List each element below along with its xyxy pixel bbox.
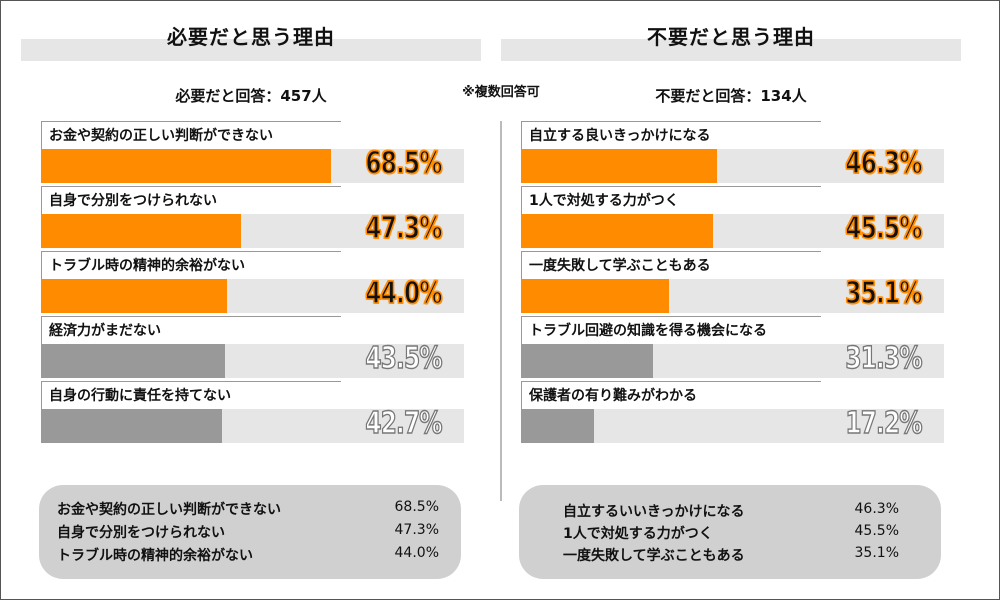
- bar-item: 自身で分別をつけられない 47.3%: [41, 186, 464, 248]
- bar-value-label: 43.5%: [365, 340, 443, 376]
- bar-item: 経済力がまだない 43.5%: [41, 316, 464, 378]
- summary-value: 46.3%: [854, 501, 899, 517]
- bar-item: 自身の行動に責任を持てない 42.7%: [41, 381, 464, 443]
- bar-track: [41, 409, 464, 443]
- multiple-answers-note: ※複数回答可: [462, 85, 540, 100]
- summary-label: 自身で分別をつけられない: [57, 525, 225, 541]
- bar: [41, 279, 228, 313]
- bar-category-label: 自身で分別をつけられない: [41, 186, 341, 214]
- bar-track: [521, 214, 944, 248]
- summary-value: 45.5%: [854, 523, 899, 539]
- summary-value: 68.5%: [394, 499, 439, 515]
- bar-item: お金や契約の正しい判断ができない 68.5%: [41, 121, 464, 183]
- bar-value-label: 47.3%: [365, 210, 443, 247]
- summary-row: トラブル時の精神的余裕がない 44.0%: [39, 545, 461, 565]
- bar-category-label: 経済力がまだない: [41, 316, 341, 344]
- bar-category-label: トラブル回避の知識を得る機会になる: [521, 316, 821, 344]
- bar: [41, 214, 242, 248]
- summary-row: 一度失敗して学ぶこともある 35.1%: [519, 545, 941, 565]
- bar-item: トラブル時の精神的余裕がない 44.0%: [41, 251, 464, 313]
- summary-value: 44.0%: [394, 545, 439, 561]
- title-bar: [501, 39, 961, 61]
- respondent-count: 不要だと回答：134人: [655, 87, 807, 105]
- bar-value-label: 45.5%: [845, 210, 923, 247]
- summary-value: 35.1%: [854, 545, 899, 561]
- respondent-count: 必要だと回答：457人: [175, 87, 327, 105]
- bar-track: [41, 279, 464, 313]
- bar: [41, 409, 222, 443]
- bar-value-label: 44.0%: [365, 275, 443, 312]
- bar-value-label: 46.3%: [845, 145, 923, 182]
- bar-category-label: 自立する良いきっかけになる: [521, 121, 821, 149]
- bar-item: 一度失敗して学ぶこともある 35.1%: [521, 251, 944, 313]
- summary-value: 47.3%: [394, 522, 439, 538]
- chart-title: 必要だと思う理由: [167, 25, 335, 49]
- title-bar: [21, 39, 481, 61]
- bar-item: トラブル回避の知識を得る機会になる 31.3%: [521, 316, 944, 378]
- bar-category-label: 保護者の有り難みがわかる: [521, 381, 821, 409]
- bar-category-label: お金や契約の正しい判断ができない: [41, 121, 341, 149]
- summary-row: お金や契約の正しい判断ができない 68.5%: [39, 499, 461, 519]
- bar-value-label: 31.3%: [845, 340, 923, 376]
- bar-track: [521, 344, 944, 378]
- summary-box: お金や契約の正しい判断ができない 68.5% 自身で分別をつけられない 47.3…: [39, 485, 461, 579]
- bar: [521, 214, 714, 248]
- bar-track: [41, 214, 464, 248]
- bar-category-label: 自身の行動に責任を持てない: [41, 381, 341, 409]
- bar: [41, 344, 225, 378]
- summary-label: 自立するいいきっかけになる: [563, 504, 745, 520]
- bar: [521, 344, 654, 378]
- necessary-reasons-panel: 必要だと思う理由 必要だと回答：457人 お金や契約の正しい判断ができない 68.…: [21, 1, 481, 599]
- summary-row: 1人で対処する力がつく 45.5%: [519, 523, 941, 543]
- bar-value-label: 35.1%: [845, 275, 923, 312]
- summary-label: トラブル時の精神的余裕がない: [57, 548, 253, 564]
- summary-row: 自身で分別をつけられない 47.3%: [39, 522, 461, 542]
- bar-track: [521, 279, 944, 313]
- center-divider: [500, 121, 502, 501]
- bar-value-label: 17.2%: [845, 405, 923, 441]
- bar-item: 保護者の有り難みがわかる 17.2%: [521, 381, 944, 443]
- bar: [521, 279, 670, 313]
- bar-track: [521, 409, 944, 443]
- bar-value-label: 42.7%: [365, 405, 443, 441]
- chart-title: 不要だと思う理由: [647, 25, 815, 49]
- summary-label: 一度失敗して学ぶこともある: [563, 548, 745, 564]
- summary-row: 自立するいいきっかけになる 46.3%: [519, 501, 941, 521]
- bar-track: [41, 344, 464, 378]
- bar-track: [41, 149, 464, 183]
- summary-box: 自立するいいきっかけになる 46.3% 1人で対処する力がつく 45.5% 一度…: [519, 485, 941, 579]
- summary-label: お金や契約の正しい判断ができない: [57, 502, 281, 518]
- bar-value-label: 68.5%: [365, 145, 443, 182]
- summary-label: 1人で対処する力がつく: [563, 526, 713, 542]
- bar-item: 自立する良いきっかけになる 46.3%: [521, 121, 944, 183]
- bar-category-label: 1人で対処する力がつく: [521, 186, 821, 214]
- bar-category-label: 一度失敗して学ぶこともある: [521, 251, 821, 279]
- bar-item: 1人で対処する力がつく 45.5%: [521, 186, 944, 248]
- bar: [521, 409, 594, 443]
- bar: [521, 149, 717, 183]
- bar-track: [521, 149, 944, 183]
- bar: [41, 149, 331, 183]
- unnecessary-reasons-panel: 不要だと思う理由 不要だと回答：134人 自立する良いきっかけになる 46.3% 1…: [501, 1, 961, 599]
- bar-category-label: トラブル時の精神的余裕がない: [41, 251, 341, 279]
